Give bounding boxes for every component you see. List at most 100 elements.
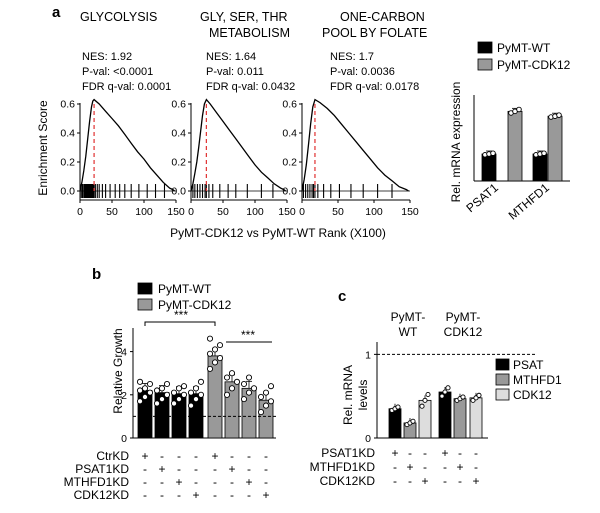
gsea-title-gly-line1: GLY, SER, THR	[200, 10, 288, 24]
gsea1-xtick-label: 50	[106, 206, 118, 218]
gsea3-xtick-label: 100	[365, 206, 383, 218]
mrna-levels-bar-psat	[438, 391, 452, 439]
mrna-levels-point	[395, 404, 401, 410]
growth-design-cell: -	[247, 449, 251, 463]
mrna-expr-point	[541, 150, 547, 156]
mrna-levels-design-cell: +	[391, 446, 398, 460]
growth-point	[158, 396, 166, 403]
growth-point	[267, 383, 275, 390]
gsea2-fdr: FDR q-val: 0.0432	[206, 81, 295, 93]
mrna-expr-legend-label: PyMT-CDK12	[497, 58, 571, 72]
gsea2-xtick-label: 150	[278, 206, 296, 218]
gsea-title-onecarbon-line1: ONE-CARBON	[340, 10, 425, 24]
mrna-levels-design-cell: -	[443, 460, 447, 474]
growth-design-cell: -	[194, 475, 198, 489]
gsea-title-gly-line2: METABOLISM	[209, 26, 290, 40]
growth-point	[257, 409, 265, 416]
mrna-expr-legend-swatch	[477, 41, 493, 54]
mrna-expr-point	[516, 106, 522, 113]
growth-point	[245, 389, 253, 396]
gsea-y-label: Enrichment Score	[36, 100, 50, 196]
growth-point	[170, 400, 178, 407]
gsea1-fdr: FDR q-val: 0.0001	[82, 81, 171, 93]
growth-point	[262, 402, 270, 409]
mrna-levels-design-cell: -	[458, 474, 462, 488]
group-label-wt-2: WT	[399, 325, 418, 339]
growth-design-cell: -	[264, 449, 268, 463]
growth-bar	[241, 387, 257, 439]
growth-point	[211, 346, 219, 353]
growth-point	[216, 342, 224, 349]
growth-point	[158, 385, 166, 392]
growth-point	[228, 385, 236, 392]
gsea2-ytick-label: 0.6	[171, 99, 186, 111]
growth-legend-swatch	[137, 282, 153, 295]
gsea3-nes: NES: 1.7	[330, 51, 374, 63]
growth-sig-1: ***	[174, 308, 188, 322]
mrna-levels-design-cell: +	[441, 446, 448, 460]
mrna-expr-y-label: Rel. mRNA expression	[449, 82, 463, 203]
mrna-expr-point	[556, 112, 562, 118]
mrna-expr-bar-psat1-wt	[481, 153, 497, 182]
growth-point	[223, 374, 231, 381]
mrna-levels-design-cell: -	[393, 460, 397, 474]
mrna-levels-row-label: MTHFD1KD	[310, 460, 376, 474]
growth-point	[240, 396, 248, 403]
gsea-title-onecarbon-line2: POOL BY FOLATE	[322, 26, 427, 40]
mrna-levels-point	[442, 389, 448, 395]
mrna-expr-legend-label: PyMT-WT	[497, 41, 551, 55]
gsea2-enrichment-line	[190, 98, 287, 192]
gsea2-ytick-label: 0.0	[171, 186, 186, 198]
growth-point	[180, 391, 188, 398]
growth-design-cell: +	[211, 449, 218, 463]
mrna-levels-ytick-label: 0	[365, 433, 371, 445]
growth-design-cell: +	[228, 462, 235, 476]
growth-point	[267, 398, 275, 405]
group-label-cdk12-1: PyMT-	[446, 310, 481, 324]
growth-design-cell: -	[143, 488, 147, 502]
gsea1-ytick-label: 0.0	[60, 186, 75, 198]
gsea2-ytick-label: 0.4	[171, 128, 186, 140]
mrna-levels-design-cell: -	[474, 460, 478, 474]
mrna-levels-point	[439, 393, 445, 399]
growth-point	[153, 387, 161, 394]
growth-point	[187, 402, 195, 409]
gsea1-xtick-label: 150	[167, 206, 185, 218]
growth-design-cell: -	[247, 462, 251, 476]
growth-design-cell: -	[264, 475, 268, 489]
growth-design-cell: -	[194, 462, 198, 476]
growth-design-cell: +	[245, 475, 252, 489]
growth-sig-bracket	[144, 321, 216, 326]
growth-point	[197, 391, 205, 398]
growth-point	[136, 378, 144, 385]
growth-design-cell: -	[177, 488, 181, 502]
growth-point	[180, 383, 188, 390]
growth-design-cell: -	[143, 475, 147, 489]
mrna-levels-legend-swatch	[495, 373, 510, 386]
growth-point	[197, 378, 205, 385]
growth-design-cell: -	[143, 462, 147, 476]
gsea2-pval: P-val: 0.011	[206, 66, 264, 78]
growth-point	[170, 389, 178, 396]
growth-point	[233, 378, 241, 385]
growth-point	[146, 380, 154, 388]
mrna-levels-point	[410, 418, 416, 424]
growth-point	[146, 389, 154, 396]
growth-point	[262, 389, 270, 396]
growth-point	[228, 370, 236, 377]
gsea1-xtick-label: 100	[135, 206, 153, 218]
mrna-levels-ytick-label: 1	[365, 349, 371, 361]
growth-point	[141, 393, 149, 401]
mrna-levels-design-cell: -	[474, 446, 478, 460]
mrna-levels-design-cell: -	[408, 474, 412, 488]
gsea3-ytick-label: 0.6	[282, 99, 297, 111]
mrna-levels-row-label: CDK12KD	[320, 474, 376, 488]
mrna-levels-point	[419, 403, 425, 409]
growth-design-cell: -	[160, 449, 164, 463]
mrna-expr-bar-psat1-cdk12	[507, 110, 523, 182]
growth-ytick-label: 0	[121, 433, 127, 445]
mrna-levels-bar-mthfd1	[453, 398, 467, 439]
mrna-levels-point	[445, 385, 451, 391]
mrna-levels-design-cell: -	[443, 474, 447, 488]
